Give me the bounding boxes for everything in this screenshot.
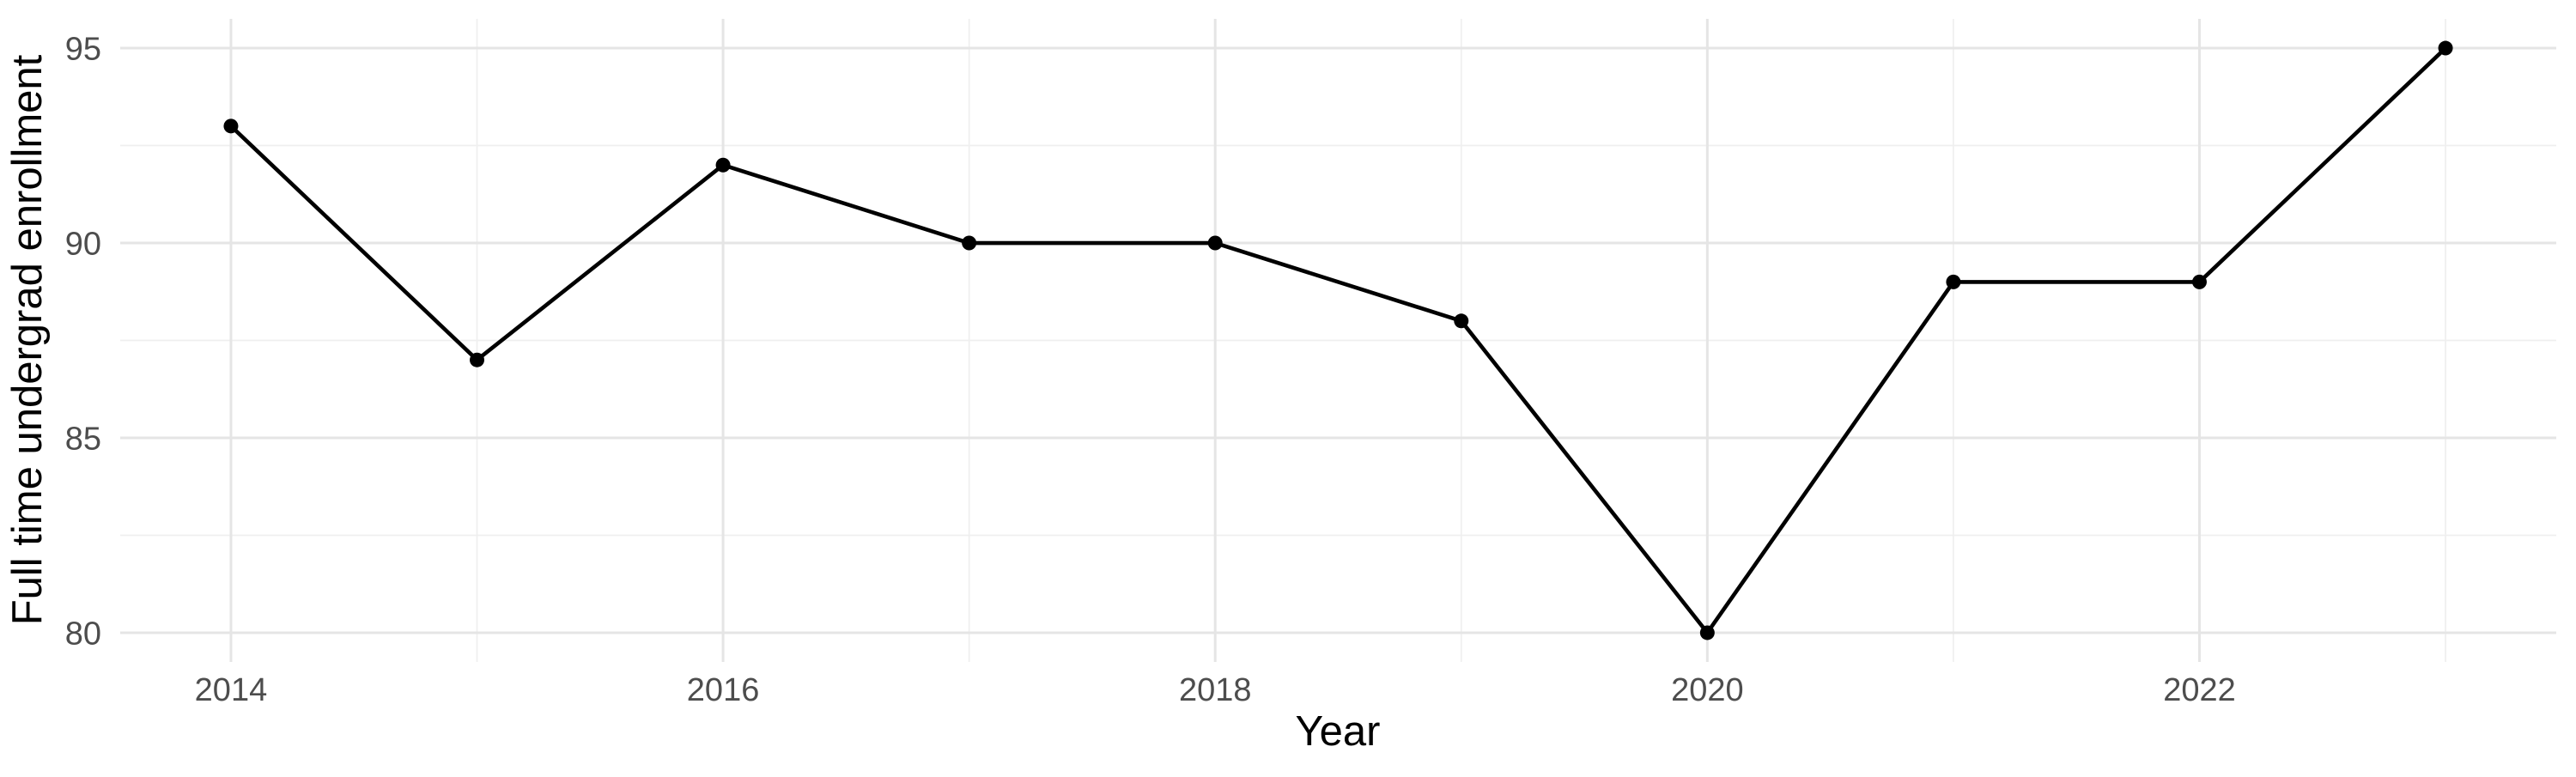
data-point-2022 [2191,274,2207,289]
x-tick-label-2020: 2020 [1671,672,1744,708]
data-point-2019 [1454,313,1469,329]
data-point-2015 [470,352,485,367]
y-tick-label-90: 90 [65,227,101,263]
x-tick-label-2016: 2016 [687,672,760,708]
y-tick-label-95: 95 [65,32,101,68]
y-axis-title: Full time undergrad enrollment [4,54,51,625]
data-point-2021 [1946,274,1961,289]
chart-plot-area: 2014 2016 2018 2020 2022 80 85 90 95 [65,19,2556,708]
data-point-2018 [1207,235,1223,251]
data-point-2020 [1699,625,1715,640]
y-tick-label-80: 80 [65,616,101,652]
data-point-2017 [962,235,977,251]
x-tick-label-2018: 2018 [1179,672,1252,708]
data-point-2023 [2438,40,2453,56]
enrollment-series-line [229,46,2447,635]
data-point-2014 [223,118,239,134]
x-axis-title: Year [1295,708,1380,755]
y-tick-label-85: 85 [65,421,101,457]
data-point-2016 [715,157,731,173]
x-tick-label-2014: 2014 [195,672,268,708]
x-tick-label-2022: 2022 [2163,672,2236,708]
